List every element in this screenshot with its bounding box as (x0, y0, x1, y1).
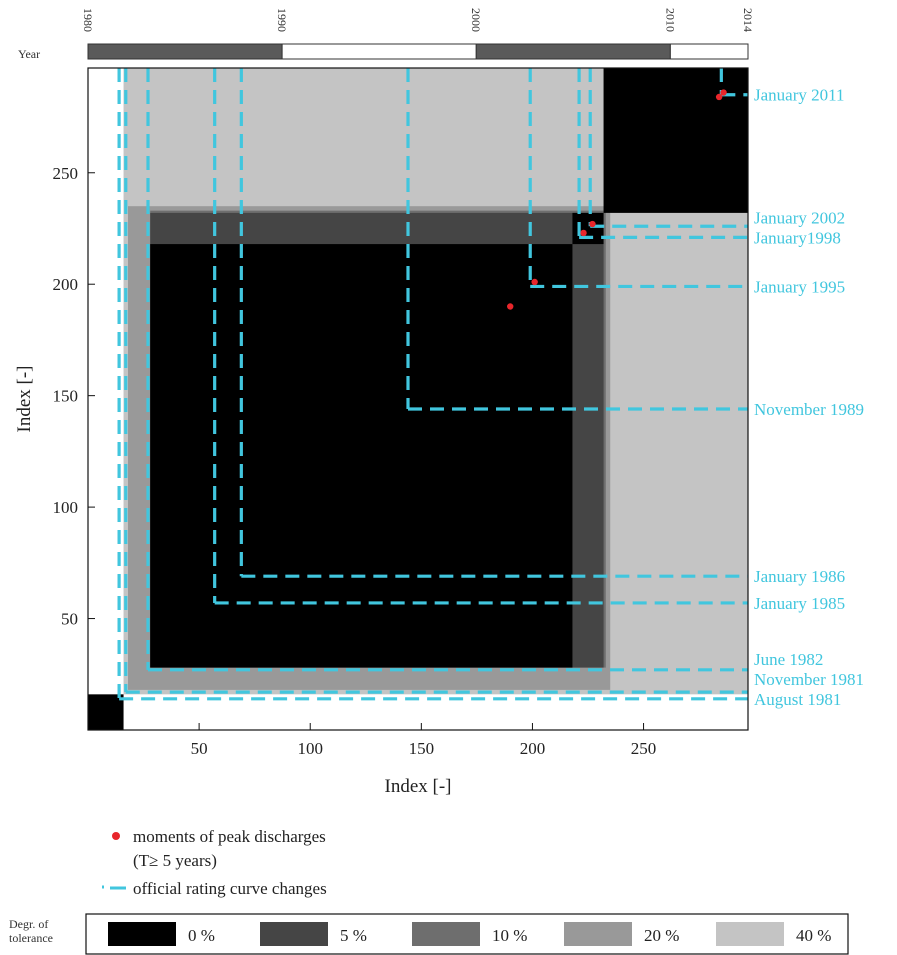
tolerance-label: 0 % (188, 926, 215, 945)
rating-change-label: June 1982 (754, 650, 823, 669)
year-bar: 1980 1990 2000 2010 2014 (81, 8, 755, 60)
y-axis-label: Index [-] (14, 366, 35, 433)
year-tick-label: 2000 (469, 8, 483, 32)
y-tick-label: 50 (61, 610, 78, 629)
rating-change-label: January1998 (754, 228, 841, 247)
tolerance-swatch (564, 922, 632, 946)
y-tick-label: 250 (53, 164, 79, 183)
peak-point (507, 303, 514, 310)
peak-point (531, 278, 538, 286)
rating-change-label: January 1985 (754, 594, 845, 613)
x-tick-label: 100 (297, 739, 323, 758)
legend-change-label: official rating curve changes (133, 879, 327, 898)
year-tick-label: 2010 (663, 8, 677, 32)
x-axis: 50 100 150 200 250 (191, 723, 657, 758)
tolerance-label: 5 % (340, 926, 367, 945)
x-tick-label: 250 (631, 739, 657, 758)
rating-change-label: November 1981 (754, 670, 864, 689)
year-tick-label: 2014 (741, 8, 755, 32)
year-bar-segment (475, 43, 671, 60)
peak-point (580, 229, 587, 237)
tolerance-block (88, 694, 124, 730)
tolerance-swatch (716, 922, 784, 946)
tolerance-legend-items: 0 % 5 % 10 % 20 % 40 % (108, 922, 831, 946)
year-tick-label: 1980 (81, 8, 95, 32)
tolerance-swatch (412, 922, 480, 946)
tolerance-block (603, 68, 748, 213)
peak-point (720, 89, 727, 96)
year-bar-segment (669, 43, 749, 60)
legend-peak-sub: (T≥ 5 years) (133, 851, 217, 870)
legend-peak-marker (112, 832, 120, 840)
x-tick-label: 50 (191, 739, 208, 758)
rating-change-label: November 1989 (754, 400, 864, 419)
tolerance-label: 10 % (492, 926, 527, 945)
tolerance-block (572, 212, 604, 245)
rating-change-label: January 1986 (754, 567, 845, 586)
rating-change-label: January 1995 (754, 277, 845, 296)
tolerance-heatmap (88, 68, 748, 730)
x-axis-label: Index [-] (385, 776, 452, 797)
y-tick-label: 150 (53, 387, 79, 406)
tolerance-label: 20 % (644, 926, 679, 945)
year-tick-label: 1990 (275, 8, 289, 32)
peak-point (715, 93, 723, 101)
peak-point (589, 220, 596, 228)
legend-peak-label: moments of peak discharges (133, 827, 326, 846)
tolerance-title-1: Degr. of (9, 917, 48, 931)
x-tick-label: 200 (520, 739, 546, 758)
plot-frame (87, 67, 749, 731)
rating-change-label: January 2002 (754, 208, 845, 227)
tolerance-title-2: tolerance (9, 931, 53, 945)
y-tick-label: 200 (53, 275, 79, 294)
tolerance-swatch (108, 922, 176, 946)
tolerance-block (150, 244, 573, 668)
y-tick-label: 100 (53, 498, 79, 517)
year-bar-label: Year (18, 47, 40, 61)
tolerance-swatch (260, 922, 328, 946)
y-axis: 50 100 150 200 250 (53, 164, 95, 629)
rating-change-label: January 2011 (754, 86, 845, 105)
rating-change-lines (117, 68, 748, 701)
year-bar-segment (87, 43, 283, 60)
x-tick-label: 150 (409, 739, 435, 758)
legend: moments of peak discharges (T≥ 5 years) … (9, 827, 849, 955)
peak-discharge-points (507, 89, 727, 310)
tolerance-label: 40 % (796, 926, 831, 945)
rating-change-label: August 1981 (754, 690, 841, 709)
year-bar-segment (281, 43, 477, 60)
